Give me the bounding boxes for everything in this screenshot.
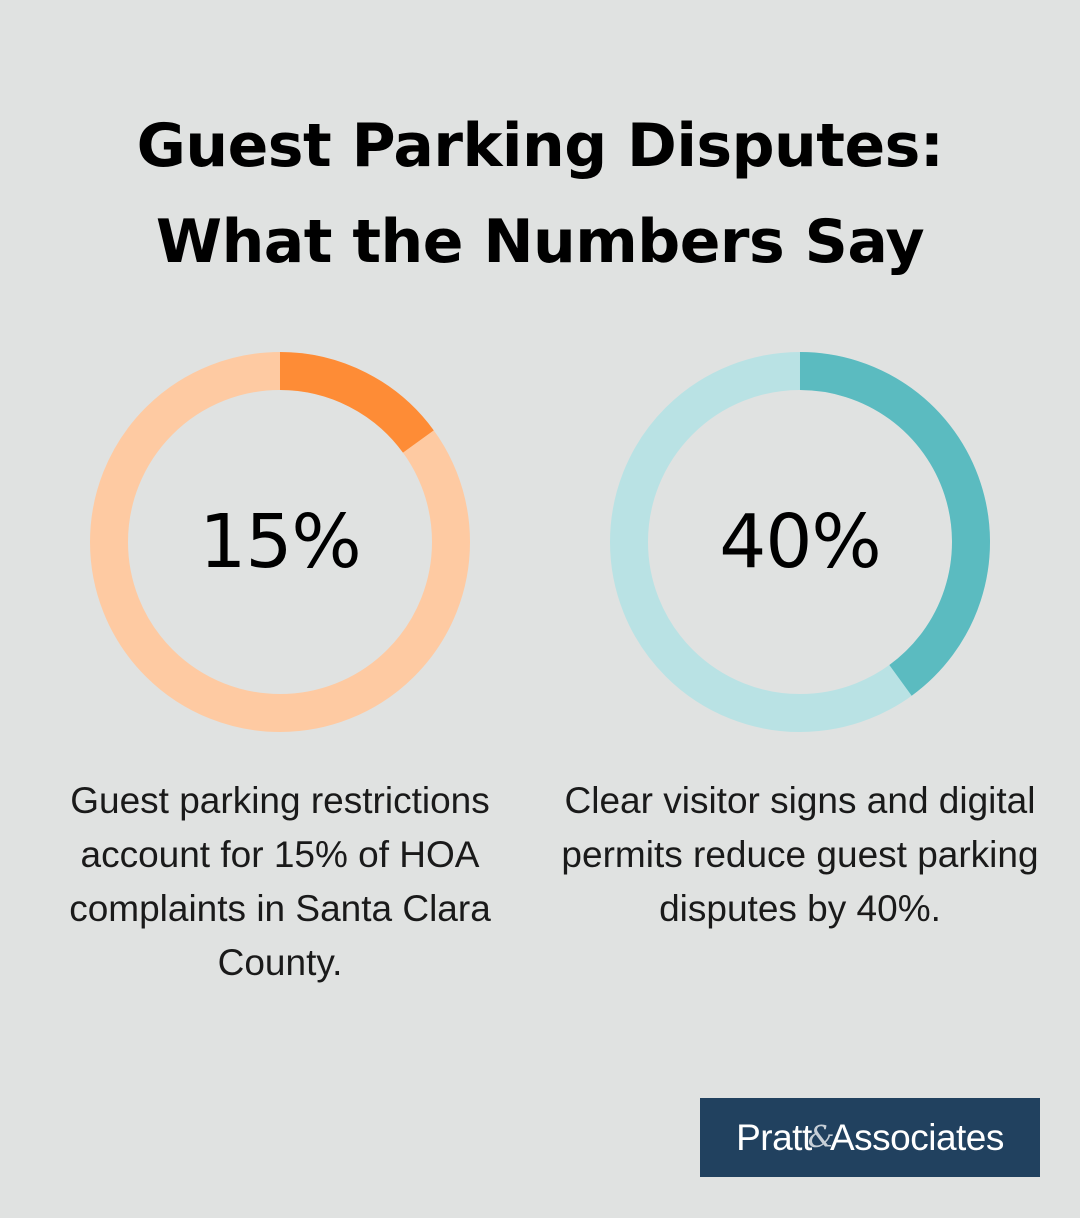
stat-value-1: 15% bbox=[199, 499, 361, 585]
title-line-1: Guest Parking Disputes: bbox=[136, 111, 944, 181]
donut-svg-1 bbox=[90, 352, 470, 732]
donut-arc-2 bbox=[799, 352, 990, 696]
donut-chart-2: 40% bbox=[610, 352, 990, 732]
logo-text-left: Pratt bbox=[736, 1116, 812, 1158]
donut-arc-1 bbox=[279, 352, 434, 454]
stat-caption-1: Guest parking restrictions account for 1… bbox=[69, 780, 491, 983]
page-title: Guest Parking Disputes: What the Numbers… bbox=[0, 98, 1080, 290]
stat-caption-2: Clear visitor signs and digital permits … bbox=[561, 780, 1039, 929]
logo-ampersand: & bbox=[807, 1120, 835, 1155]
title-line-2: What the Numbers Say bbox=[155, 207, 925, 277]
brand-logo: Pratt & Associates bbox=[700, 1098, 1040, 1177]
logo-text-right: Associates bbox=[829, 1116, 1004, 1158]
stat-value-2: 40% bbox=[719, 499, 881, 585]
donut-svg-2 bbox=[610, 352, 990, 732]
donut-chart-1: 15% bbox=[90, 352, 470, 732]
